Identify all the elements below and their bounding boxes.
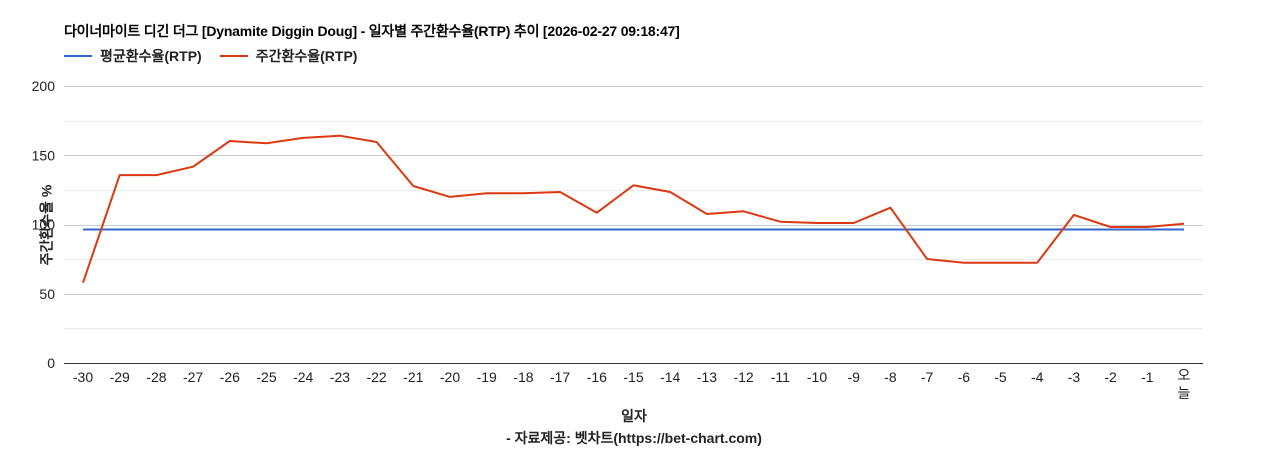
x-tick-label: -16 [587, 369, 607, 385]
x-tick-label: -12 [733, 369, 753, 385]
x-tick-label: -3 [1068, 369, 1081, 385]
x-tick-label: -9 [847, 369, 860, 385]
x-tick-label: -13 [697, 369, 717, 385]
x-tick-label: -29 [110, 369, 130, 385]
x-tick-label: -23 [330, 369, 350, 385]
legend-label-average: 평균환수율(RTP) [100, 48, 202, 64]
legend-item-weekly[interactable]: 주간환수율(RTP) [219, 46, 358, 66]
x-axis-label: 일자 [621, 408, 647, 424]
x-tick-label: -19 [477, 369, 497, 385]
chart-title: 다이너마이트 디긴 더그 [Dynamite Diggin Doug] - 일자… [64, 23, 680, 39]
x-axis-ticks: -30 -29 -28 -27 -26 -25 -24 -23 -22 -21 -20 -19 -18 -… [73, 367, 1191, 401]
x-tick-label: -7 [921, 369, 934, 385]
x-tick-label: -24 [293, 369, 313, 385]
x-tick-label: -1 [1141, 369, 1154, 385]
x-tick-label: -25 [256, 369, 276, 385]
x-tick-label: -11 [771, 369, 790, 385]
y-tick-label: 100 [32, 217, 56, 233]
legend-label-weekly: 주간환수율(RTP) [255, 48, 358, 64]
gridlines [64, 86, 1203, 329]
x-tick-label: -18 [513, 369, 533, 385]
x-tick-label: -21 [403, 369, 423, 385]
data-source-credit: - 자료제공: 벳차트(https://bet-chart.com) [506, 430, 762, 446]
legend-item-average[interactable]: 평균환수율(RTP) [64, 46, 202, 66]
x-tick-label: -5 [994, 369, 1007, 385]
x-tick-label: -14 [660, 369, 680, 385]
x-tick-label: -28 [146, 369, 166, 385]
x-tick-label: -30 [73, 369, 93, 385]
x-tick-label: -6 [958, 369, 971, 385]
x-tick-label: -26 [220, 369, 240, 385]
x-tick-label: -20 [440, 369, 460, 385]
y-axis-label: 주간환수율 % [38, 184, 55, 266]
y-tick-label: 150 [32, 147, 56, 163]
x-tick-label: -2 [1104, 369, 1117, 385]
y-tick-label: 50 [39, 286, 55, 302]
x-tick-label: -22 [366, 369, 386, 385]
chart-legend: 평균환수율(RTP) 주간환수율(RTP) [64, 46, 375, 66]
weekly-rtp-line[interactable] [82, 134, 1185, 284]
x-tick-label: -17 [550, 369, 570, 385]
y-axis-ticks: 0 50 100 150 200 [32, 78, 56, 371]
x-tick-label: -8 [884, 369, 897, 385]
legend-swatch-weekly-icon [219, 55, 248, 57]
data-series [82, 134, 1185, 284]
x-tick-label: -27 [183, 369, 203, 385]
y-tick-label: 0 [47, 355, 55, 371]
x-tick-label: -4 [1031, 369, 1044, 385]
x-tick-label: -10 [807, 369, 827, 385]
x-tick-label: -15 [623, 369, 643, 385]
y-tick-label: 200 [32, 78, 56, 94]
legend-swatch-average-icon [64, 55, 92, 57]
